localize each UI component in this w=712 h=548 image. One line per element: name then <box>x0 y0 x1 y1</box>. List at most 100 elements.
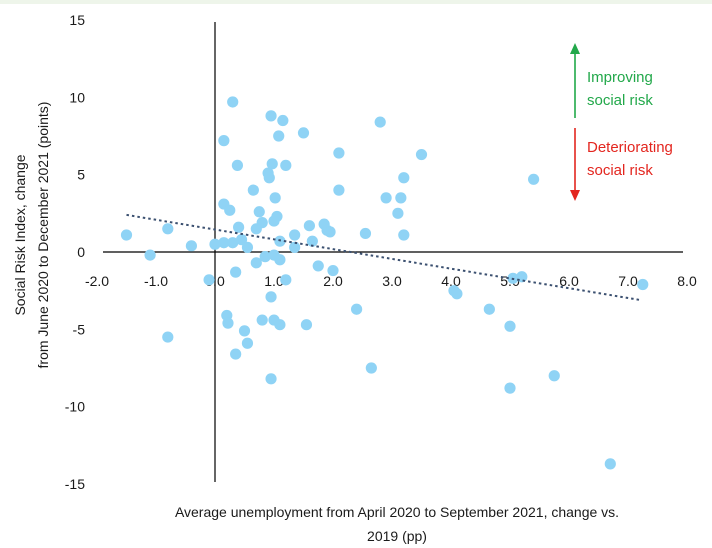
data-point <box>333 184 345 196</box>
data-point <box>230 348 242 360</box>
y-axis-title: Social Risk Index, change from June 2020… <box>12 102 51 369</box>
data-point <box>483 303 495 315</box>
data-point <box>233 221 245 233</box>
data-point <box>504 320 516 332</box>
data-point <box>289 241 301 253</box>
data-point <box>247 184 259 196</box>
y-tick-label: -5 <box>73 321 86 337</box>
y-tick-label: 0 <box>77 244 85 260</box>
data-point <box>265 373 277 385</box>
y-axis-title-line-1: Social Risk Index, change <box>12 154 28 315</box>
x-tick-label: -1.0 <box>144 273 168 289</box>
x-axis-title-line-2: 2019 (pp) <box>367 528 427 544</box>
data-point <box>222 317 234 329</box>
data-point <box>162 223 174 235</box>
data-point <box>398 172 410 184</box>
data-points <box>120 96 649 470</box>
data-point <box>398 229 410 241</box>
data-point <box>224 204 236 216</box>
data-point <box>265 110 277 122</box>
data-point <box>289 229 301 241</box>
data-point <box>528 173 540 185</box>
data-point <box>271 210 283 223</box>
data-point <box>241 241 254 253</box>
data-point <box>324 226 336 238</box>
data-point <box>380 192 392 204</box>
data-point <box>297 127 310 139</box>
data-point <box>227 96 239 108</box>
trendline <box>126 213 640 301</box>
x-tick-label: 7.0 <box>618 273 638 289</box>
y-tick-label: -15 <box>65 476 85 492</box>
data-point <box>269 192 281 204</box>
data-point <box>300 319 313 331</box>
data-point <box>273 130 285 142</box>
data-point <box>259 251 271 263</box>
data-point <box>280 274 292 286</box>
top-band <box>0 0 712 4</box>
data-point <box>120 229 133 241</box>
x-tick-label: 4.0 <box>441 273 461 289</box>
x-tick-label: 6.0 <box>559 273 579 289</box>
axes <box>103 22 683 482</box>
x-axis-title: Average unemployment from April 2020 to … <box>175 504 619 544</box>
data-point <box>227 237 239 249</box>
data-point <box>266 158 278 170</box>
data-point <box>392 207 404 219</box>
data-point <box>263 172 275 184</box>
data-point <box>253 206 265 218</box>
data-point <box>395 192 407 204</box>
data-point <box>162 331 174 343</box>
deteriorating-label-line-1: Deteriorating <box>587 139 673 156</box>
data-point <box>218 237 230 249</box>
data-point <box>218 135 230 147</box>
data-point <box>312 260 324 272</box>
data-point <box>451 288 463 300</box>
data-point <box>359 227 372 240</box>
data-point <box>230 266 242 278</box>
deteriorating-label-line-2: social risk <box>587 162 653 179</box>
data-point <box>274 254 286 266</box>
data-point <box>265 291 277 303</box>
data-point <box>303 220 315 232</box>
data-point <box>209 238 221 250</box>
data-point <box>238 325 251 337</box>
y-tick-label: -10 <box>65 399 85 415</box>
data-point <box>231 159 244 171</box>
data-point <box>637 278 649 291</box>
data-point <box>274 319 286 331</box>
data-point <box>256 314 268 326</box>
data-point <box>604 458 616 470</box>
data-point <box>351 303 363 315</box>
data-point <box>235 234 248 246</box>
improving-arrow-head <box>570 43 580 54</box>
y-axis-title-line-2: from June 2020 to December 2021 (points) <box>35 102 51 369</box>
data-point <box>277 114 289 127</box>
data-point <box>548 370 560 382</box>
x-axis-title-line-1: Average unemployment from April 2020 to … <box>175 504 619 520</box>
y-tick-label: 5 <box>77 167 85 183</box>
data-point <box>306 235 318 247</box>
x-tick-label: 8.0 <box>677 273 697 289</box>
data-point <box>333 147 345 159</box>
data-point <box>203 274 215 286</box>
data-point <box>374 116 386 128</box>
data-point <box>504 382 516 394</box>
annotations: Improving social risk Deteriorating soci… <box>570 43 673 201</box>
data-point <box>250 257 262 269</box>
data-point <box>241 337 254 349</box>
data-point <box>144 249 156 261</box>
improving-label-line-2: social risk <box>587 92 653 109</box>
y-tick-label: 15 <box>69 12 85 28</box>
x-tick-label: 3.0 <box>382 273 402 289</box>
improving-label-line-1: Improving <box>587 69 653 86</box>
data-point <box>365 362 377 374</box>
x-tick-label: -2.0 <box>85 273 109 289</box>
x-tick-label: 1.0 <box>264 273 284 289</box>
deteriorating-arrow-head <box>570 190 580 201</box>
data-point <box>327 264 339 277</box>
data-point <box>415 148 428 161</box>
x-tick-label: 2.0 <box>323 273 343 289</box>
data-point <box>185 240 197 252</box>
